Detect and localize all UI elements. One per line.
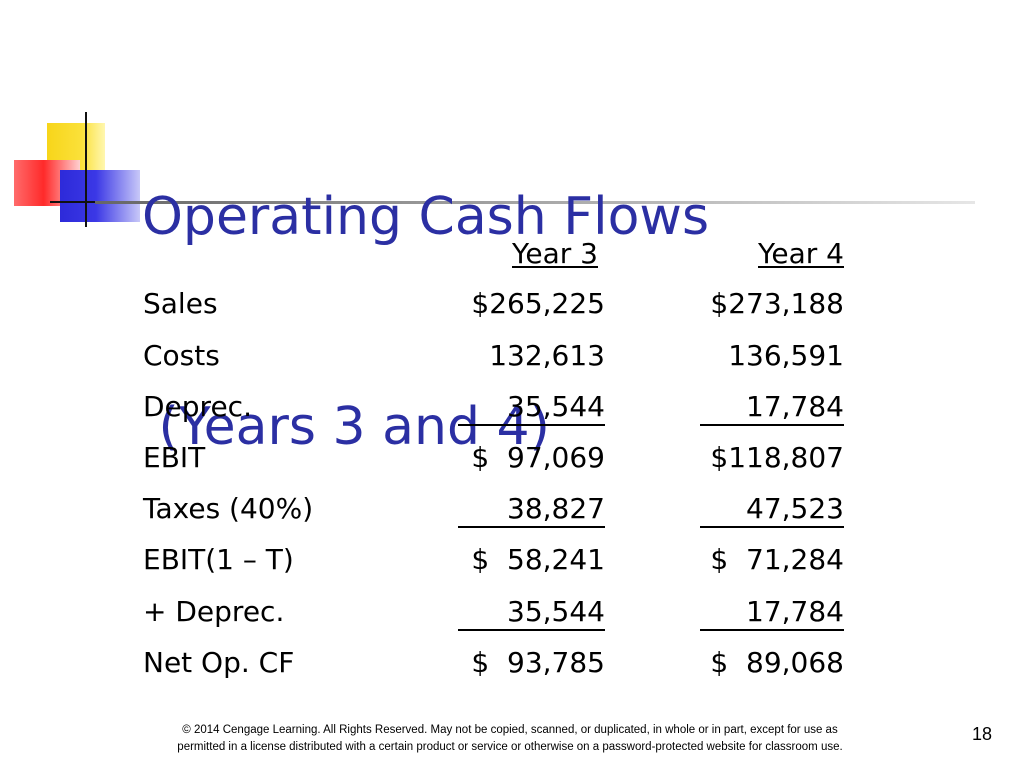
cell-year-4: 47,523: [746, 492, 844, 525]
header-year-4: Year 4: [758, 237, 844, 270]
cell-year-4: $ 71,284: [710, 543, 844, 576]
cell-year-3: 35,544: [507, 595, 605, 628]
cell-year-4: $ 89,068: [710, 646, 844, 679]
cell-year-3: $ 58,241: [471, 543, 605, 576]
footer-line-2: permitted in a license distributed with …: [177, 741, 843, 753]
row-label: Deprec.: [143, 390, 252, 423]
row-label: + Deprec.: [143, 595, 285, 628]
underline-year-3: [458, 424, 605, 426]
cell-year-3: $ 93,785: [471, 646, 605, 679]
row-label: EBIT: [143, 441, 206, 474]
underline-year-4: [700, 629, 844, 631]
logo-blue-square: [60, 170, 140, 222]
title-rule: [95, 201, 975, 204]
underline-year-3: [458, 526, 605, 528]
cell-year-4: $118,807: [710, 441, 844, 474]
row-label: Sales: [143, 287, 218, 320]
row-label: Net Op. CF: [143, 646, 295, 679]
footer-line-1: © 2014 Cengage Learning. All Rights Rese…: [182, 724, 838, 736]
title-line-1: Operating Cash Flows: [142, 187, 710, 247]
cell-year-4: $273,188: [710, 287, 844, 320]
title-line-2: (Years 3 and 4): [142, 397, 550, 457]
underline-year-3: [458, 629, 605, 631]
logo-vertical-line: [85, 112, 87, 227]
page-number: 18: [971, 724, 992, 744]
underline-year-4: [700, 526, 844, 528]
underline-year-4: [700, 424, 844, 426]
row-label: EBIT(1 – T): [143, 543, 294, 576]
cell-year-4: 17,784: [746, 390, 844, 423]
cell-year-3: $265,225: [471, 287, 605, 320]
cell-year-4: 136,591: [728, 339, 844, 372]
row-label: Taxes (40%): [143, 492, 314, 525]
copyright-footer: © 2014 Cengage Learning. All Rights Rese…: [100, 722, 920, 756]
cell-year-3: 132,613: [489, 339, 605, 372]
slide-title: Operating Cash Flows (Years 3 and 4): [142, 42, 982, 602]
cell-year-3: 38,827: [507, 492, 605, 525]
header-year-3: Year 3: [512, 237, 598, 270]
cell-year-3: 35,544: [507, 390, 605, 423]
row-label: Costs: [143, 339, 220, 372]
logo-decoration: [0, 0, 150, 240]
cell-year-3: $ 97,069: [471, 441, 605, 474]
cell-year-4: 17,784: [746, 595, 844, 628]
